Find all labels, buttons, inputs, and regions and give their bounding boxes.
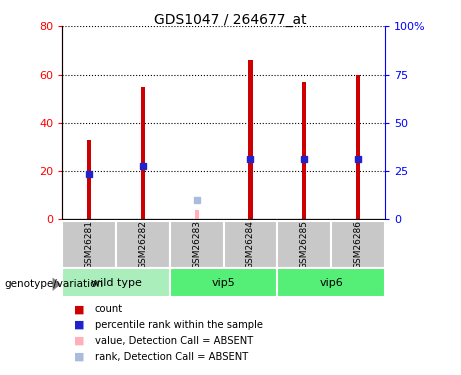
- Text: GSM26286: GSM26286: [354, 220, 362, 269]
- Text: wild type: wild type: [90, 278, 142, 288]
- Text: percentile rank within the sample: percentile rank within the sample: [95, 320, 262, 330]
- Text: genotype/variation: genotype/variation: [5, 279, 104, 289]
- Text: GDS1047 / 264677_at: GDS1047 / 264677_at: [154, 13, 307, 27]
- Bar: [62, 221, 116, 268]
- Polygon shape: [53, 278, 61, 291]
- Text: ■: ■: [74, 352, 84, 362]
- Bar: [141, 87, 145, 219]
- Text: ■: ■: [74, 320, 84, 330]
- Bar: [278, 221, 331, 268]
- Text: ■: ■: [74, 336, 84, 346]
- Bar: [62, 268, 170, 297]
- Text: GSM26282: GSM26282: [138, 220, 148, 269]
- Text: value, Detection Call = ABSENT: value, Detection Call = ABSENT: [95, 336, 253, 346]
- Bar: [302, 82, 307, 219]
- Bar: [87, 140, 91, 219]
- Bar: [224, 221, 278, 268]
- Text: GSM26283: GSM26283: [192, 220, 201, 269]
- Bar: [116, 221, 170, 268]
- Bar: [356, 75, 360, 219]
- Text: rank, Detection Call = ABSENT: rank, Detection Call = ABSENT: [95, 352, 248, 362]
- Text: GSM26281: GSM26281: [85, 220, 94, 269]
- Bar: [170, 268, 278, 297]
- Bar: [195, 210, 199, 219]
- Bar: [331, 221, 385, 268]
- Text: vip5: vip5: [212, 278, 236, 288]
- Bar: [278, 268, 385, 297]
- Text: ■: ■: [74, 304, 84, 314]
- Text: vip6: vip6: [319, 278, 343, 288]
- Bar: [248, 60, 253, 219]
- Text: count: count: [95, 304, 123, 314]
- Text: GSM26284: GSM26284: [246, 220, 255, 269]
- Bar: [170, 221, 224, 268]
- Text: GSM26285: GSM26285: [300, 220, 309, 269]
